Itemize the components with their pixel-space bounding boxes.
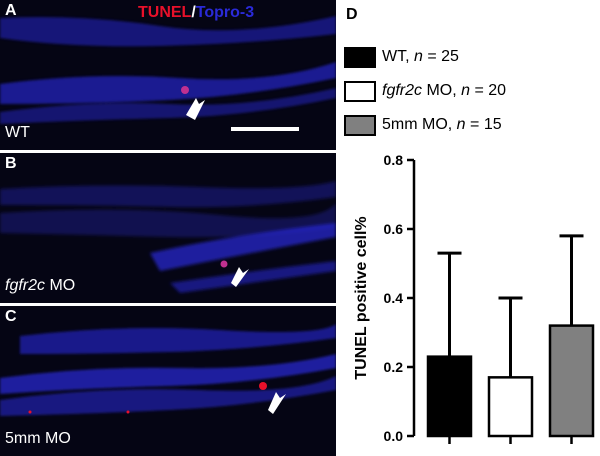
bar-1 <box>487 376 534 438</box>
micrograph-panel-b: B fgfr2c MO <box>0 153 336 303</box>
y-tick-label-2: 0.4 <box>384 290 404 306</box>
condition-label-fgfr2c: fgfr2c MO <box>5 277 76 294</box>
legend-entry-fgfr2c: fgfr2c MO, n = 20 <box>344 80 506 102</box>
panel-letter-a: A <box>5 2 17 19</box>
y-tick-label-0: 0.0 <box>384 428 404 444</box>
legend-label-5mm: 5mm MO, n = 15 <box>382 116 502 133</box>
micrograph-panel-c: C 5mm MO <box>0 306 336 456</box>
panel-letter-c: C <box>5 308 17 325</box>
bar-chart: TUNEL positive cell% 0.0 0.2 0.4 0.6 0.8 <box>353 152 595 444</box>
y-tick-label-3: 0.6 <box>384 221 404 237</box>
panel-letter-d: D <box>346 6 358 23</box>
stain-tunel: TUNEL <box>138 4 192 21</box>
bar-0 <box>426 355 473 438</box>
condition-label-wt: WT <box>5 124 30 141</box>
y-tick-label-4: 0.8 <box>384 152 404 168</box>
legend-label-wt: WT, n = 25 <box>382 48 459 65</box>
legend-entry-5mm: 5mm MO, n = 15 <box>344 114 502 136</box>
legend-swatch-5mm <box>344 114 376 136</box>
micrograph-b-image <box>0 181 336 293</box>
micrograph-c-image <box>0 324 336 416</box>
stain-legend: TUNEL/Topro-3 <box>138 4 254 22</box>
micrograph-a-image <box>0 16 336 124</box>
legend-swatch-fgfr2c <box>344 80 376 102</box>
legend-swatch-wt <box>344 46 376 68</box>
bar-2 <box>548 324 595 438</box>
y-axis-label: TUNEL positive cell% <box>353 216 370 379</box>
panel-letter-b: B <box>5 155 17 172</box>
stain-topro: Topro-3 <box>195 4 255 21</box>
legend-label-fgfr2c: fgfr2c MO, n = 20 <box>382 82 507 99</box>
legend-entry-wt: WT, n = 25 <box>344 46 459 68</box>
y-tick-label-1: 0.2 <box>384 359 404 375</box>
condition-label-5mm: 5mm MO <box>5 430 71 447</box>
scale-bar <box>231 127 299 131</box>
micrograph-panel-a: A TUNEL/Topro-3 WT <box>0 0 336 150</box>
stain-separator: / <box>191 4 196 21</box>
